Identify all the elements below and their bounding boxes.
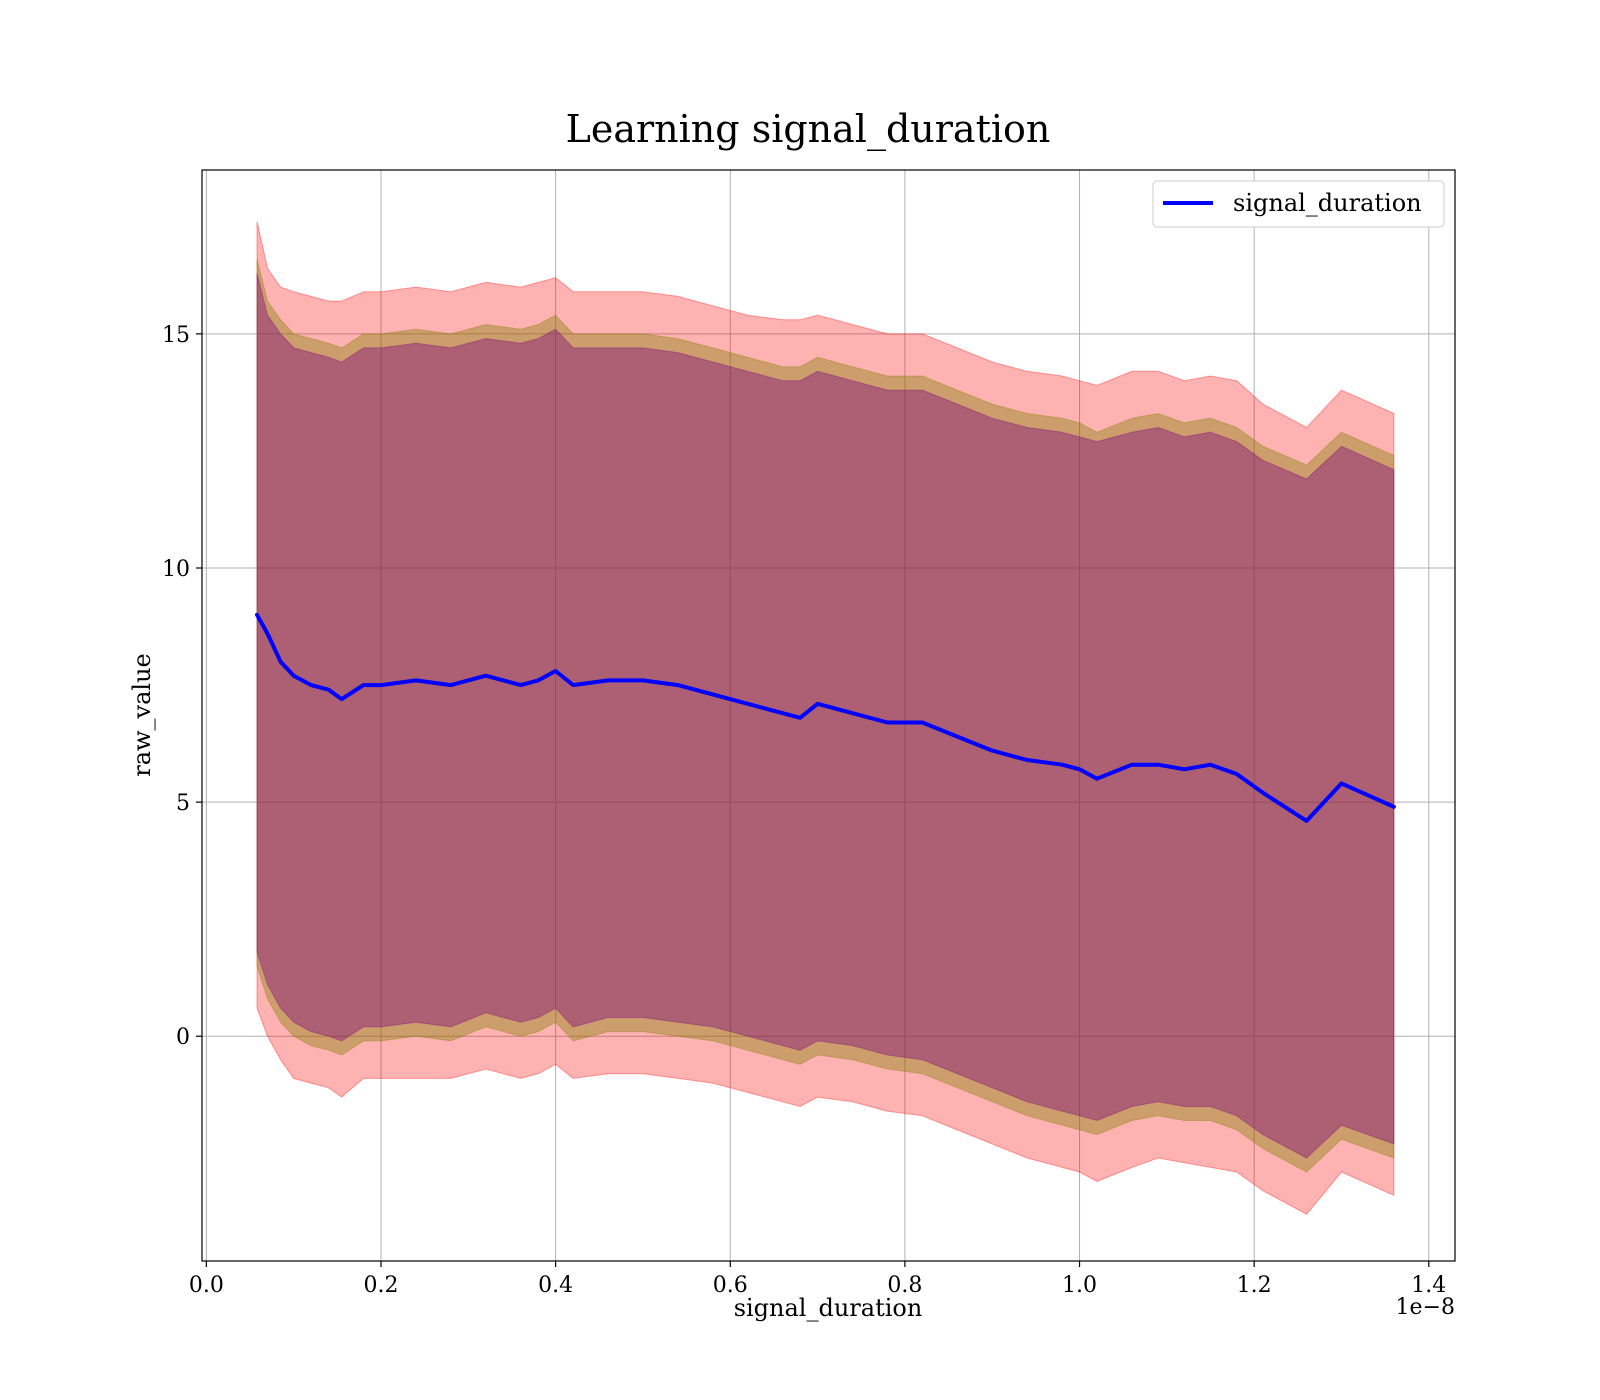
x-tick-label: 1.4 — [1411, 1273, 1446, 1298]
band-middle — [256, 258, 1395, 1173]
legend-label: signal_duration — [1233, 189, 1422, 217]
grid — [202, 170, 1455, 1261]
x-tick-label: 0.6 — [713, 1273, 748, 1298]
x-tick-label: 0.0 — [189, 1273, 224, 1298]
y-tick-label: 5 — [176, 791, 190, 816]
y-tick-label: 15 — [162, 323, 190, 348]
legend-box — [1152, 180, 1445, 228]
series-lines — [255, 612, 1396, 823]
y-tick-label: 10 — [162, 557, 190, 582]
plot-frame — [201, 169, 1456, 1262]
x-axis-ticks: 0.0 0.2 0.4 0.6 0.8 1.0 1.2 1.4 — [189, 1261, 1446, 1298]
x-tick-label: 1.2 — [1237, 1273, 1272, 1298]
x-tick-label: 1.0 — [1062, 1273, 1097, 1298]
series-line-signal_duration — [255, 612, 1396, 823]
x-axis-label: signal_duration — [734, 1294, 923, 1322]
y-tick-label: 0 — [176, 1025, 190, 1050]
chart-title: Learning signal_duration — [566, 107, 1051, 152]
x-tick-label: 0.8 — [887, 1273, 922, 1298]
x-tick-label: 0.2 — [364, 1273, 399, 1298]
legend: signal_duration — [1152, 180, 1445, 228]
x-axis-offset-label: 1e−8 — [1396, 1295, 1455, 1320]
y-axis-label: raw_value — [128, 653, 156, 777]
confidence-bands — [256, 221, 1395, 1215]
y-axis-ticks: 0 5 10 15 — [162, 323, 202, 1050]
x-tick-label: 0.4 — [538, 1273, 573, 1298]
band-inner — [256, 272, 1395, 1159]
band-outer — [256, 221, 1395, 1215]
